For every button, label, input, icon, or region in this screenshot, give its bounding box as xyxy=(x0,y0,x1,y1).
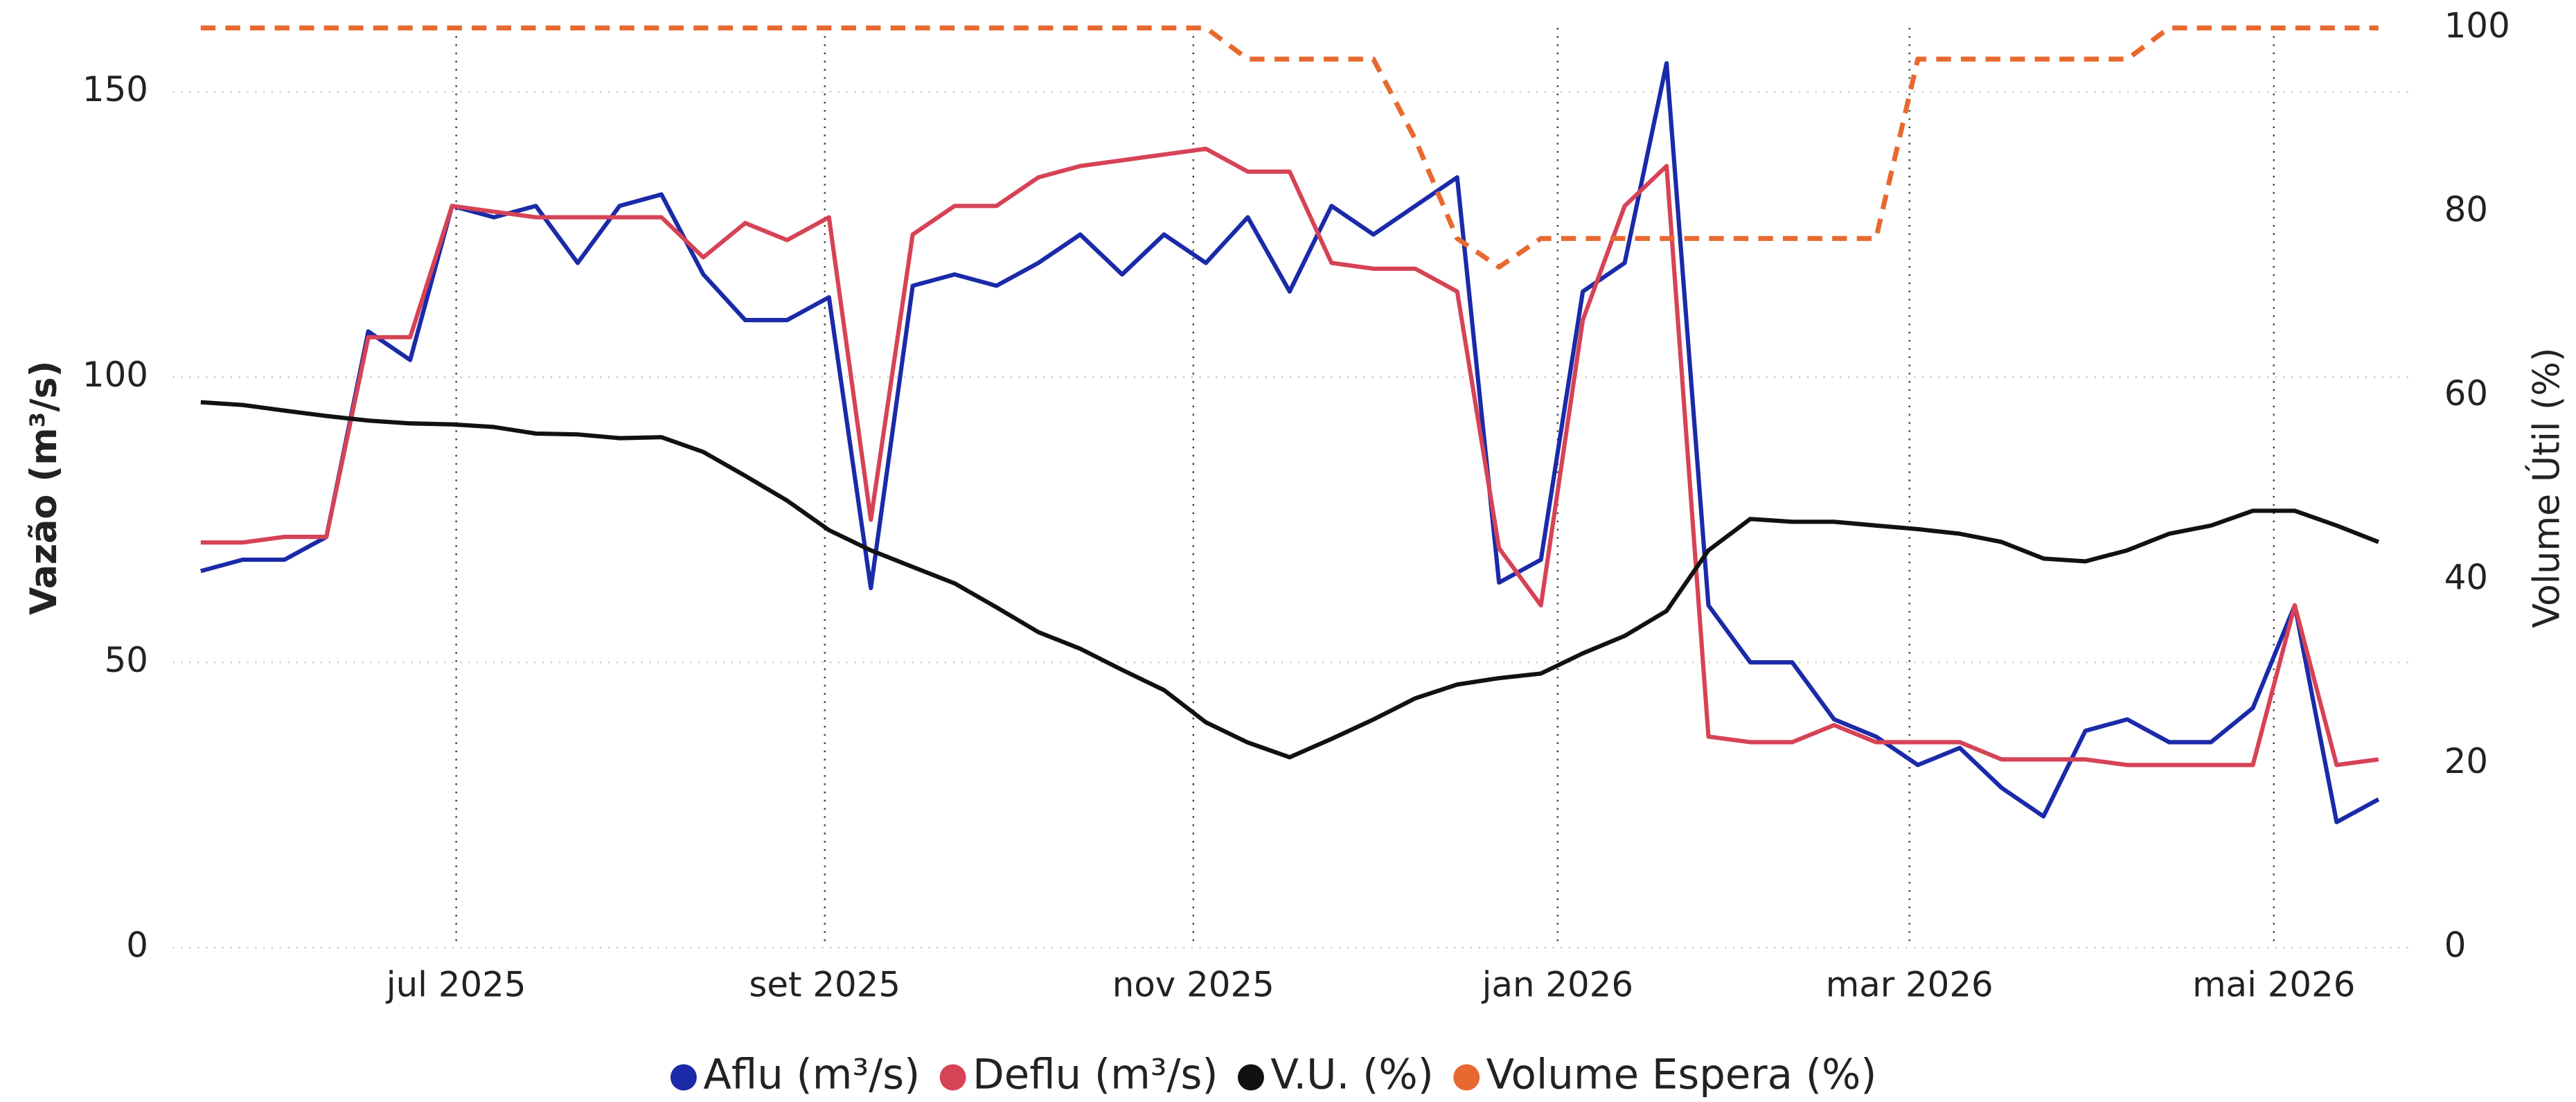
series-line xyxy=(200,400,2380,760)
y-tick-label: 50 xyxy=(105,640,148,680)
legend-marker xyxy=(670,1064,697,1091)
legend-marker xyxy=(1453,1064,1480,1091)
series-line xyxy=(200,61,2380,825)
legend-marker xyxy=(1238,1064,1264,1091)
y-tick-label: 150 xyxy=(82,69,148,109)
y2-tick-label: 100 xyxy=(2444,6,2510,46)
legend-label: V.U. (%) xyxy=(1270,1051,1433,1099)
x-tick-label: jan 2026 xyxy=(1482,965,1633,1005)
legend-marker xyxy=(939,1064,966,1091)
x-tick-label: set 2025 xyxy=(749,965,900,1005)
y-tick-label: 100 xyxy=(82,355,148,395)
legend: Aflu (m³/s) Deflu (m³/s) V.U. (%) Volume Es… xyxy=(670,1051,1876,1099)
y2-tick-label: 40 xyxy=(2444,557,2488,597)
legend-label: Aflu (m³/s) xyxy=(703,1051,920,1099)
legend-label: Deflu (m³/s) xyxy=(972,1051,1218,1099)
legend-label: Volume Espera (%) xyxy=(1486,1051,1877,1099)
series-line xyxy=(200,25,2379,270)
y-axis-title: Vazão (m³/s) xyxy=(24,361,65,615)
y2-tick-label: 0 xyxy=(2444,925,2467,966)
x-tick-label: mai 2026 xyxy=(2192,965,2355,1005)
y2-tick-label: 80 xyxy=(2444,189,2488,229)
x-tick-label: nov 2025 xyxy=(1112,965,1274,1005)
y2-tick-label: 60 xyxy=(2444,373,2488,414)
x-tick-label: jul 2025 xyxy=(386,965,526,1005)
series-line xyxy=(200,146,2379,767)
y2-axis-title: Volume Útil (%) xyxy=(2525,348,2568,628)
x-tick-label: mar 2026 xyxy=(1826,965,1993,1005)
y2-tick-label: 20 xyxy=(2444,741,2488,781)
y-tick-label: 0 xyxy=(126,925,148,966)
